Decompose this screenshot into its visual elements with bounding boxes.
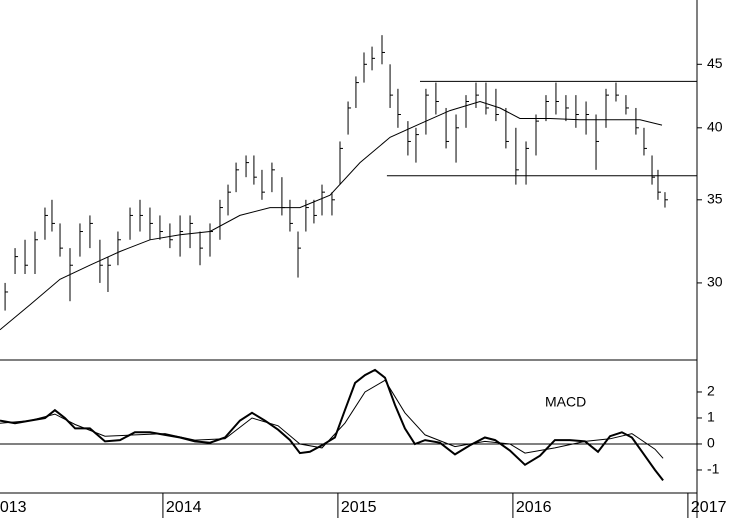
x-tick-label: 2014 [166,499,202,516]
y-tick-label: 45 [707,55,723,71]
y-tick-label: 35 [707,191,723,207]
x-tick-label: 2016 [516,499,552,516]
y-tick-label: 30 [707,274,723,290]
macd-label: MACD [545,394,586,410]
y-tick-label: 2 [707,383,715,399]
y-tick-label: 40 [707,119,723,135]
moving-average [0,100,663,331]
x-tick-label: 2015 [341,499,377,516]
x-tick-label: 2017 [691,499,727,516]
macd-line [0,379,664,459]
macd-line [0,368,664,482]
y-tick-label: 0 [707,435,715,451]
y-tick-label: 1 [707,409,715,425]
y-tick-label: -1 [707,461,720,477]
